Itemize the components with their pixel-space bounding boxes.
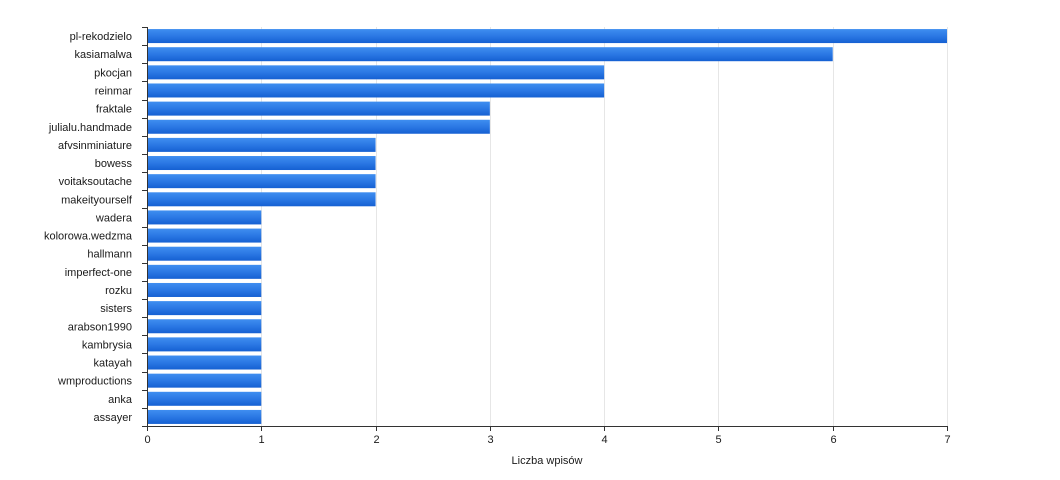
x-tick-label: 1 bbox=[258, 434, 264, 446]
category-label: fraktale bbox=[96, 104, 132, 116]
bar bbox=[147, 156, 376, 171]
category-label: pl-rekodzielo bbox=[70, 31, 132, 43]
bar bbox=[147, 355, 262, 370]
bar bbox=[147, 319, 262, 334]
bar bbox=[147, 83, 605, 98]
category-label: hallmann bbox=[87, 249, 132, 261]
category-label: wmproductions bbox=[57, 376, 132, 388]
x-tick-label: 2 bbox=[373, 434, 379, 446]
category-label: pkocjan bbox=[94, 67, 132, 79]
category-label: anka bbox=[108, 394, 133, 406]
bar bbox=[147, 228, 262, 243]
x-axis-title: Liczba wpisów bbox=[512, 455, 583, 467]
bar bbox=[147, 47, 833, 62]
bar bbox=[147, 391, 262, 406]
bar bbox=[147, 29, 947, 44]
labels: 0 1 2 3 4 5 6 7 pl-rekodzielo kasiamalwa pkocjan re… bbox=[44, 31, 951, 446]
category-label: kambrysia bbox=[82, 339, 133, 351]
bar bbox=[147, 119, 490, 134]
category-label: julialu.handmade bbox=[48, 122, 132, 134]
category-label: sisters bbox=[100, 303, 132, 315]
bar bbox=[147, 137, 376, 152]
bar bbox=[147, 301, 262, 316]
x-tick-label: 4 bbox=[601, 434, 607, 446]
x-tick-label: 7 bbox=[944, 434, 950, 446]
x-tick-label: 0 bbox=[144, 434, 150, 446]
bar bbox=[147, 210, 262, 225]
category-label: kasiamalwa bbox=[75, 49, 133, 61]
axes bbox=[142, 27, 948, 431]
category-label: wadera bbox=[95, 212, 133, 224]
bars bbox=[147, 29, 947, 424]
category-label: voitaksoutache bbox=[59, 176, 132, 188]
bar bbox=[147, 409, 262, 424]
bar bbox=[147, 337, 262, 352]
category-label: imperfect-one bbox=[65, 267, 132, 279]
bar bbox=[147, 264, 262, 279]
category-label: arabson1990 bbox=[68, 321, 132, 333]
category-label: katayah bbox=[93, 358, 132, 370]
bar bbox=[147, 373, 262, 388]
x-tick-label: 5 bbox=[715, 434, 721, 446]
bar bbox=[147, 282, 262, 297]
bar bbox=[147, 192, 376, 207]
bar bbox=[147, 246, 262, 261]
bar bbox=[147, 65, 605, 80]
category-label: makeityourself bbox=[61, 194, 133, 206]
x-tick-label: 3 bbox=[487, 434, 493, 446]
bar bbox=[147, 174, 376, 189]
x-tick-label: 6 bbox=[830, 434, 836, 446]
category-label: kolorowa.wedzma bbox=[44, 231, 133, 243]
category-label: bowess bbox=[95, 158, 133, 170]
category-label: reinmar bbox=[95, 85, 133, 97]
bar bbox=[147, 101, 490, 116]
category-label: assayer bbox=[93, 412, 132, 424]
category-label: afvsinminiature bbox=[58, 140, 132, 152]
category-label: rozku bbox=[105, 285, 132, 297]
